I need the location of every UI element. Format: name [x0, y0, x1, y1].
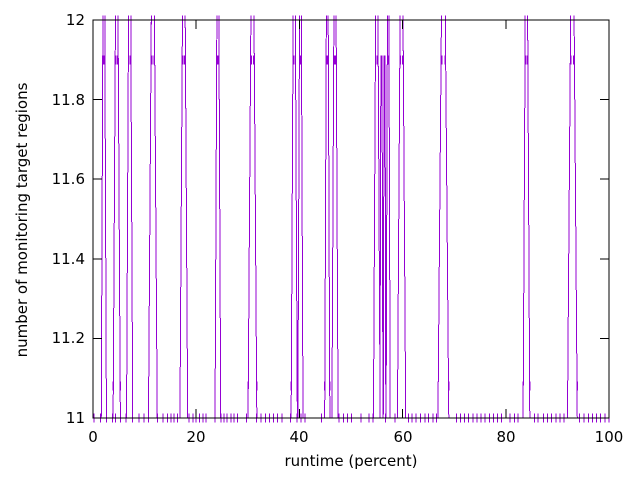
x-tick-label: 60 — [393, 428, 413, 446]
y-tick-label: 12 — [65, 11, 85, 29]
x-tick-label: 100 — [594, 428, 624, 446]
y-tick-label: 11.8 — [51, 91, 85, 109]
y-tick-label: 11.4 — [51, 250, 85, 268]
x-axis-title: runtime (percent) — [284, 452, 418, 470]
y-tick-label: 11 — [65, 409, 85, 427]
x-tick-label: 40 — [289, 428, 309, 446]
x-tick-label: 0 — [88, 428, 98, 446]
y-tick-label: 11.2 — [51, 329, 85, 347]
y-axis-title: number of monitoring target regions — [13, 82, 31, 358]
x-tick-label: 80 — [496, 428, 516, 446]
y-tick-label: 11.6 — [51, 170, 85, 188]
x-tick-label: 20 — [186, 428, 206, 446]
